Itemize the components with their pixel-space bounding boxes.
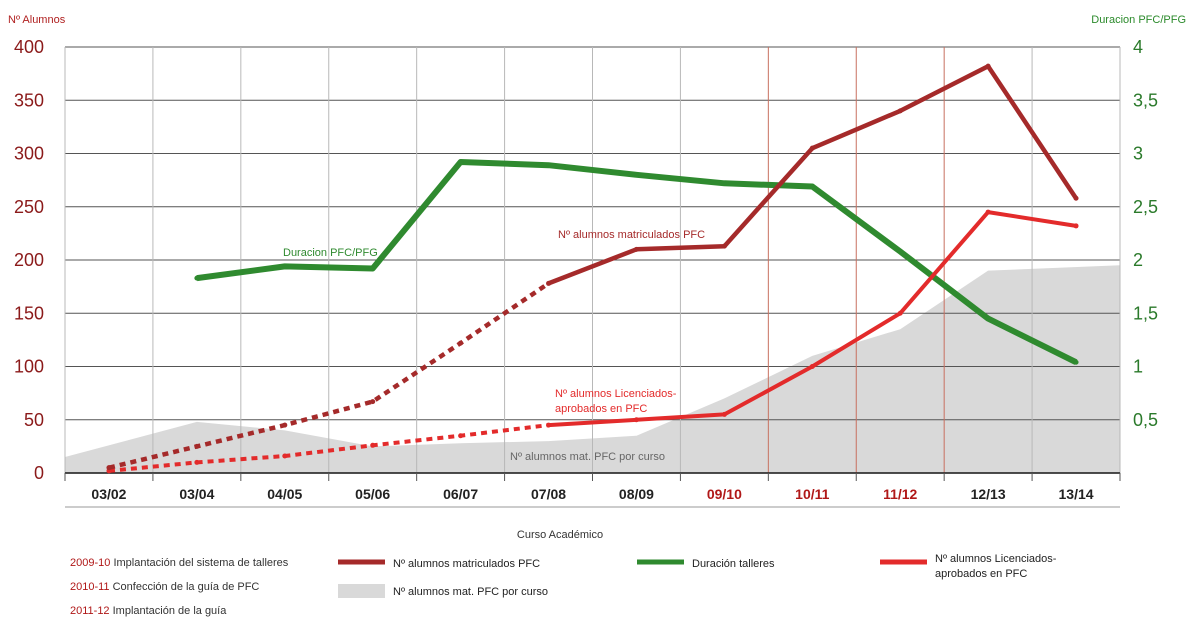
duracion-line-point: [546, 162, 552, 168]
legend-label-matriculados: Nº alumnos matriculados PFC: [393, 558, 540, 570]
y2-tick-label: 1,5: [1133, 303, 1158, 323]
annotation-licenciados-line2: aprobados en PFC: [555, 403, 647, 415]
x-tick-label: 09/10: [707, 486, 742, 502]
x-tick-label: 03/04: [179, 486, 214, 502]
duracion-line-point: [370, 266, 376, 272]
x-tick-label: 11/12: [883, 486, 917, 502]
matriculados-line-point: [370, 399, 376, 405]
matriculados-line-point: [458, 340, 464, 346]
duracion-line-point: [985, 316, 991, 322]
note-0: 2009-10 Implantación del sistema de tall…: [70, 557, 289, 569]
legend-label-licenciados-line1: Nº alumnos Licenciados-: [935, 553, 1057, 565]
licenciados-line-point: [370, 442, 376, 448]
x-tick-label: 10/11: [795, 486, 829, 502]
matriculados-line-point: [546, 280, 552, 286]
matriculados-line-point: [282, 422, 288, 428]
matriculados-line-point: [633, 246, 639, 252]
legend-swatch-por-curso: [338, 584, 385, 598]
y2-tick-label: 3,5: [1133, 90, 1158, 110]
matriculados-line-point: [809, 145, 815, 151]
note-1: 2010-11 Confección de la guía de PFC: [70, 581, 259, 593]
matriculados-line-point: [985, 63, 991, 69]
note-year: 2010-11: [70, 581, 113, 593]
x-tick-label: 06/07: [443, 486, 478, 502]
licenciados-line-dashed: [108, 423, 549, 473]
licenciados-line-point: [897, 310, 903, 316]
licenciados-line-point: [1073, 223, 1079, 229]
y-tick-label: 0: [34, 463, 44, 483]
matriculados-line-point: [1073, 195, 1079, 201]
y2-tick-label: 3: [1133, 144, 1143, 164]
y2-tick-label: 1: [1133, 357, 1143, 377]
y-tick-label: 100: [14, 357, 44, 377]
note-text: Implantación del sistema de talleres: [113, 557, 288, 569]
duracion-line-point: [897, 248, 903, 254]
y-tick-label: 150: [14, 303, 44, 323]
y2-tick-label: 4: [1133, 37, 1143, 57]
y-tick-label: 50: [24, 410, 44, 430]
licenciados-line-point: [194, 459, 200, 465]
x-tick-label: 05/06: [355, 486, 390, 502]
licenciados-line-point: [985, 209, 991, 215]
duracion-line-point: [1073, 359, 1079, 365]
x-tick-label: 13/14: [1059, 486, 1094, 502]
matriculados-line-point: [721, 243, 727, 249]
note-year: 2011-12: [70, 605, 113, 617]
y2-axis-title: Duracion PFC/PFG: [1091, 14, 1186, 26]
note-text: Implantación de la guía: [113, 605, 228, 617]
x-tick-label: 03/02: [91, 486, 126, 502]
licenciados-line-point: [546, 422, 552, 428]
matriculados-line-point: [194, 443, 200, 449]
annotation-licenciados-line1: Nº alumnos Licenciados-: [555, 388, 677, 400]
annotation-por-curso: Nº alumnos mat. PFC por curso: [510, 451, 665, 463]
y-axis-title: Nº Alumnos: [8, 14, 66, 26]
duracion-line-point: [282, 263, 288, 269]
y-tick-label: 200: [14, 250, 44, 270]
x-axis-title: Curso Académico: [517, 529, 603, 541]
duracion-line-point: [194, 275, 200, 281]
x-tick-label: 07/08: [531, 486, 566, 502]
licenciados-line-point: [721, 411, 727, 417]
licenciados-line-point: [809, 364, 815, 369]
licenciados-line-point: [458, 433, 464, 439]
legend-label-duracion: Duración talleres: [692, 558, 775, 570]
x-tick-label: 08/09: [619, 486, 654, 502]
matriculados-line-point: [106, 465, 112, 471]
legend-label-licenciados-line2: aprobados en PFC: [935, 568, 1027, 580]
duracion-line-point: [809, 184, 815, 190]
x-tick-label: 04/05: [267, 486, 302, 502]
licenciados-line-point: [633, 417, 639, 423]
duracion-line-point: [458, 159, 464, 165]
y-tick-label: 250: [14, 197, 44, 217]
y-tick-label: 350: [14, 90, 44, 110]
y2-tick-label: 2,5: [1133, 197, 1158, 217]
legend-label-por-curso: Nº alumnos mat. PFC por curso: [393, 586, 548, 598]
duracion-line-point: [633, 172, 639, 178]
note-text: Confección de la guía de PFC: [113, 581, 260, 593]
note-2: 2011-12 Implantación de la guía: [70, 605, 227, 617]
y2-tick-label: 0,5: [1133, 410, 1158, 430]
annotation-duracion: Duracion PFC/PFG: [283, 247, 378, 259]
matriculados-line-point: [897, 108, 903, 114]
x-tick-label: 12/13: [971, 486, 1006, 502]
y-tick-label: 300: [14, 144, 44, 164]
annotation-matriculados: Nº alumnos matriculados PFC: [558, 229, 705, 241]
note-year: 2009-10: [70, 557, 113, 569]
y2-tick-label: 2: [1133, 250, 1143, 270]
licenciados-line-point: [282, 453, 288, 459]
duracion-line-point: [721, 180, 727, 186]
y-tick-label: 400: [14, 37, 44, 57]
